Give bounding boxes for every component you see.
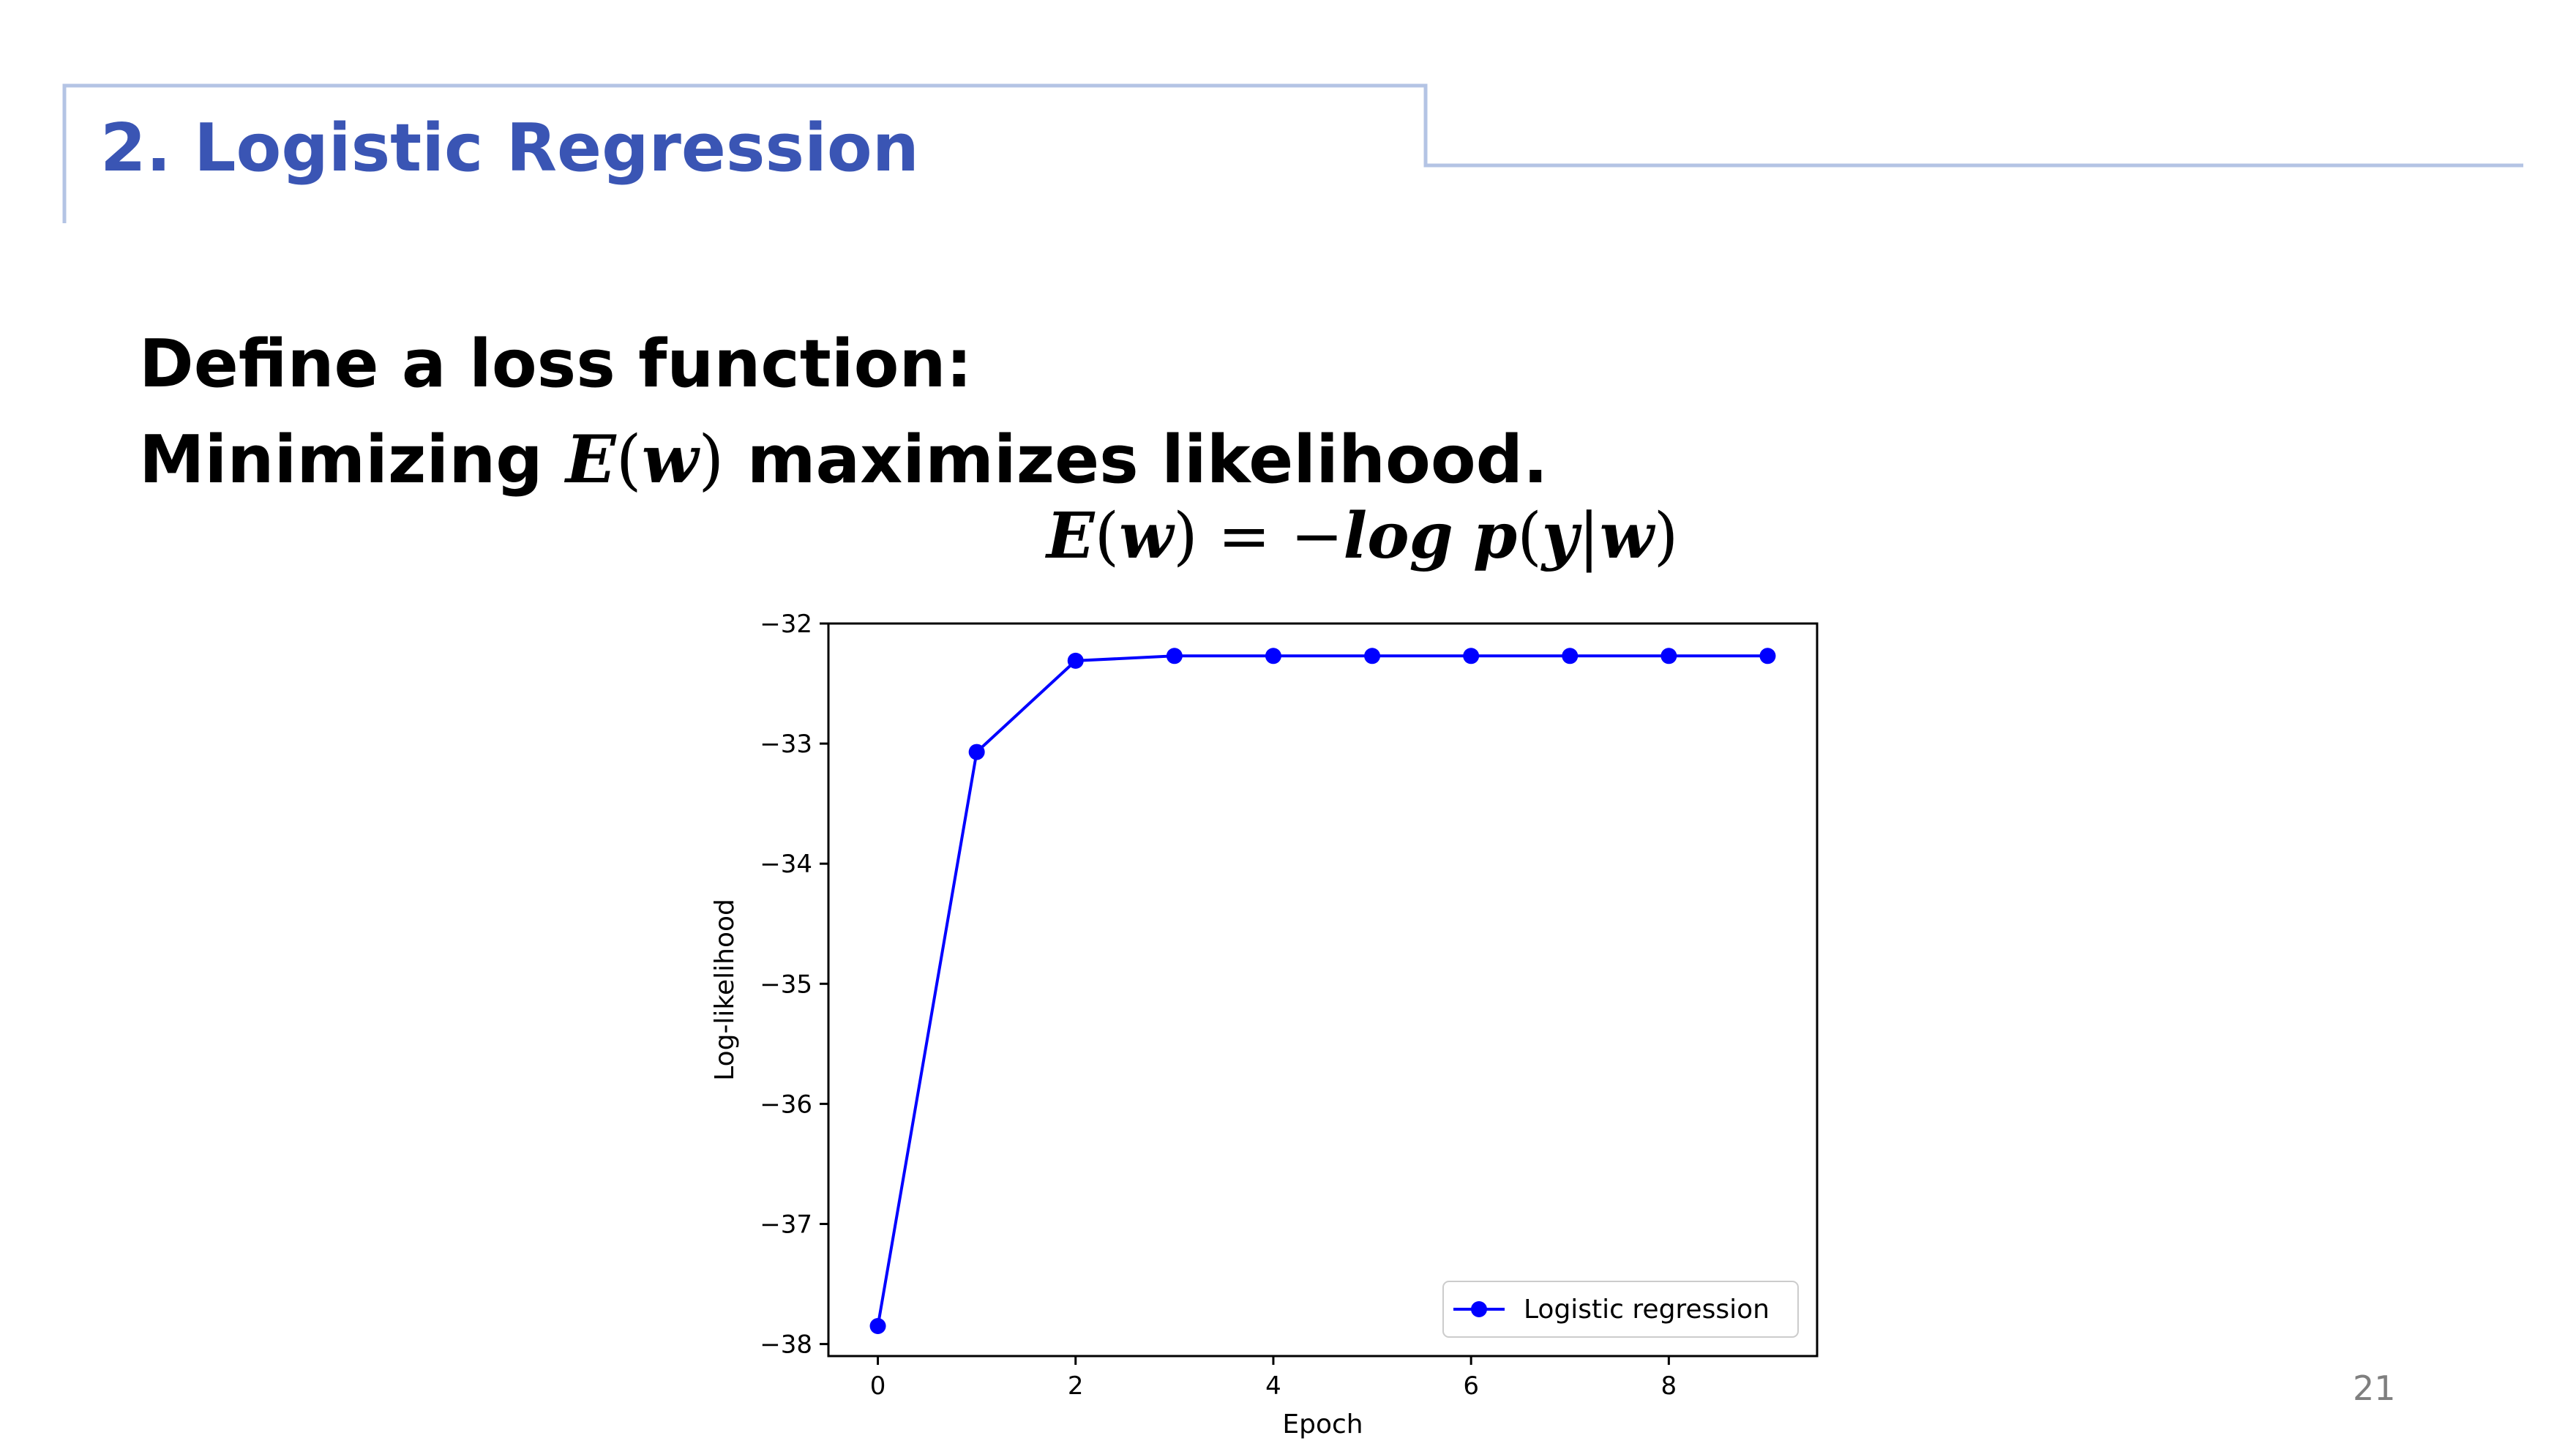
data-point: [1759, 648, 1776, 664]
math-rparen: ): [698, 422, 724, 498]
math-lparen: (: [615, 422, 642, 498]
math-E: E: [566, 421, 616, 498]
data-point: [1364, 648, 1381, 664]
y-tick-label: −32: [760, 610, 812, 639]
chart-layer: −32 −33 −34 −35 −36 −37 −38 0 2 4 6 8 Epoch Log-likel…: [710, 610, 1819, 1439]
formula-y: y: [1541, 499, 1579, 573]
formula-log: log: [1343, 499, 1453, 573]
data-point: [1660, 648, 1677, 664]
formula-lparen-2: (: [1517, 500, 1542, 573]
y-axis-label: Log-likelihood: [710, 899, 740, 1081]
plot-frame: [827, 622, 1819, 1358]
formula-w-2: w: [1599, 499, 1654, 573]
x-tick-label: 6: [1463, 1371, 1479, 1401]
data-point: [869, 1317, 886, 1334]
x-axis-label: Epoch: [1282, 1409, 1363, 1439]
math-w: w: [641, 421, 699, 498]
legend-marker: [1471, 1301, 1487, 1317]
formula-lparen-1: (: [1094, 500, 1120, 573]
data-point: [1166, 648, 1183, 664]
legend-box: [1442, 1281, 1799, 1338]
y-tick-label: −35: [760, 970, 812, 999]
x-tick-label: 8: [1661, 1371, 1677, 1401]
loss-function-heading: Define a loss function:: [139, 326, 973, 402]
slide-title: 2. Logistic Regression: [100, 110, 919, 187]
formula-w-1: w: [1119, 499, 1174, 573]
y-tick-label: −37: [760, 1210, 812, 1239]
page-number: 21: [2353, 1368, 2396, 1408]
minimizing-statement: Minimizing E(w) maximizes likelihood.: [139, 421, 1548, 498]
x-tick-label: 0: [870, 1371, 886, 1401]
header-frame-line: [62, 83, 2523, 223]
minimizing-suffix: maximizes likelihood.: [724, 422, 1549, 498]
data-point: [968, 744, 985, 760]
y-tick-label: −34: [760, 850, 812, 879]
data-point: [1265, 648, 1281, 664]
y-tick-label: −36: [760, 1090, 812, 1119]
series-line: [876, 654, 1768, 1327]
x-tick-label: 2: [1068, 1371, 1084, 1401]
header-frame: [62, 83, 2523, 223]
formula-bar: |: [1578, 500, 1600, 573]
minimizing-prefix: Minimizing: [139, 422, 566, 498]
data-point: [1067, 652, 1084, 669]
data-point: [1463, 648, 1480, 664]
formula-E: E: [1046, 499, 1095, 573]
formula-equals-minus: = −: [1197, 500, 1344, 573]
formula-rparen-2: ): [1653, 500, 1679, 573]
loss-formula: E(w) = −log p(y|w): [1046, 499, 1678, 573]
x-tick-label: 4: [1265, 1371, 1281, 1401]
y-tick-label: −38: [760, 1330, 812, 1360]
legend-label: Logistic regression: [1524, 1295, 1770, 1325]
formula-rparen-1: ): [1173, 500, 1198, 573]
data-point: [1562, 648, 1579, 664]
y-tick-label: −33: [760, 730, 812, 759]
formula-p: p: [1473, 499, 1518, 573]
